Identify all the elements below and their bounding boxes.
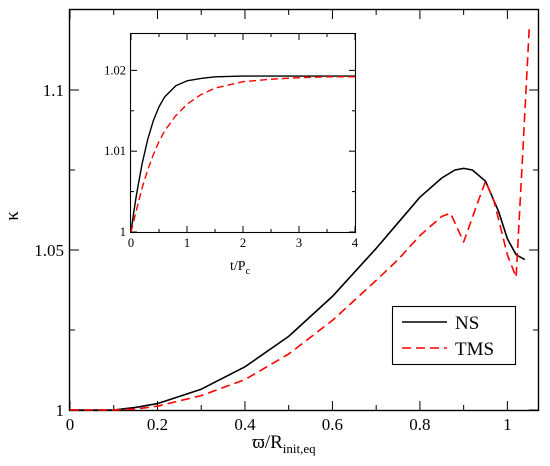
main-x-axis-title: ϖ/Rinit,eq <box>252 432 316 456</box>
main-ticks: 0 0.2 0.4 0.6 0.8 1 1 1.05 1.1 <box>34 10 538 434</box>
inset-x-tick-label: 2 <box>240 236 246 250</box>
inset-x-tick-label: 1 <box>184 236 190 250</box>
main-x-tick-label: 1 <box>503 415 512 434</box>
inset-ticks: 0 1 2 3 411.011.02 <box>104 34 359 250</box>
main-x-axis-title-subscript: init,eq <box>283 441 316 456</box>
main-y-tick-label: 1 <box>56 401 65 420</box>
main-plot: 0 0.2 0.4 0.6 0.8 1 1 1.05 1.1 ϖ/Rinit,eq κ <box>2 8 540 456</box>
inset-plot-background <box>130 33 356 233</box>
main-x-tick-label: 0.2 <box>147 415 168 434</box>
inset-x-tick-label: 3 <box>296 236 302 250</box>
inset-x-axis-title-subscript: c <box>246 266 251 277</box>
inset-plot-frame <box>129 32 357 234</box>
inset-x-tick-label: 0 <box>128 236 134 250</box>
legend-box <box>391 305 517 366</box>
main-y-axis-title: κ <box>2 211 23 221</box>
main-x-tick-label: 0.4 <box>234 415 256 434</box>
legend-ns-label: NS <box>455 313 479 334</box>
inset-x-tick-label: 4 <box>352 236 359 250</box>
inset-x-axis-title: t/Pc <box>230 259 251 277</box>
inset-y-tick-label: 1 <box>120 225 126 239</box>
inset-y-tick-label: 1.01 <box>104 144 126 158</box>
main-y-tick-label: 1.05 <box>34 241 64 260</box>
inset-series <box>130 75 355 233</box>
main-y-tick-label: 1.1 <box>43 81 64 100</box>
main-x-tick-label: 0.8 <box>409 415 430 434</box>
main-plot-frame <box>68 8 540 412</box>
main-x-tick-label: 0 <box>66 415 75 434</box>
inset-series-black-line <box>130 75 355 233</box>
main-series-ns-line <box>70 167 526 411</box>
legend: NS TMS <box>391 305 517 366</box>
main-series <box>70 27 531 411</box>
main-x-tick-label: 0.6 <box>322 415 343 434</box>
inset-series-red-line <box>130 76 355 233</box>
inset-plot: 0 1 2 3 411.011.02 t/Pc <box>104 32 359 277</box>
legend-tms-label: TMS <box>455 339 494 360</box>
inset-y-tick-label: 1.02 <box>104 63 126 77</box>
main-series-tms-line <box>70 27 531 411</box>
